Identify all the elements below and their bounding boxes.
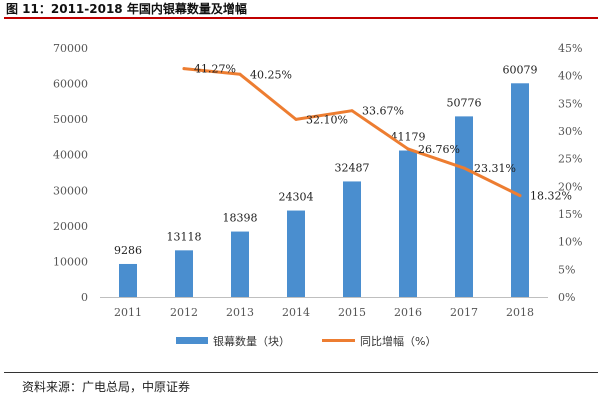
growth-value-label: 33.67% [362,105,404,118]
growth-value-label: 32.10% [306,113,348,126]
growth-value-label: 40.25% [250,68,292,81]
x-tick-label: 2017 [450,306,478,319]
source-note: 资料来源：广电总局，中原证券 [22,380,191,394]
bar [119,263,137,297]
x-tick-label: 2015 [338,306,366,319]
y-right-tick-label: 25% [558,153,582,166]
y-left-tick-label: 40000 [53,149,88,162]
growth-value-label: 23.31% [474,162,516,175]
bar [231,231,249,297]
bar-value-label: 9286 [114,244,142,257]
y-right-tick-label: 15% [558,208,582,221]
y-left-tick-label: 10000 [53,255,88,268]
y-left-tick-label: 50000 [53,113,88,126]
screen-count-chart: 0 10000 20000 30000 40000 50000 60000 70000 0% 5%… [53,42,582,348]
bar [287,210,305,297]
bar-value-label: 24304 [279,191,314,204]
x-tick-label: 2013 [226,306,254,319]
growth-value-label: 26.76% [418,143,460,156]
growth-point [518,194,522,198]
title-rule [4,17,598,19]
y-right-tick-label: 20% [558,180,582,193]
legend-bar-label: 银幕数量（块） [213,334,290,348]
growth-point [238,72,242,76]
y-right-tick-label: 45% [558,42,582,55]
y-right-tick-label: 40% [558,70,582,83]
y-left-tick-label: 60000 [53,78,88,91]
x-tick-label: 2014 [282,306,310,319]
y-right-tick-label: 0% [558,291,575,304]
growth-point [182,67,186,71]
growth-value-label: 18.32% [530,190,572,203]
bar [399,150,417,297]
legend-bar-swatch [176,337,208,344]
y-right-tick-label: 30% [558,125,582,138]
bar-value-label: 50776 [447,96,482,109]
y-left-tick-label: 30000 [53,184,88,197]
growth-point [462,166,466,170]
growth-point [406,147,410,151]
y-left-tick-label: 70000 [53,42,88,55]
y-right-tick-label: 10% [558,236,582,249]
x-tick-label: 2012 [170,306,198,319]
bar-value-label: 32487 [335,161,370,174]
y-left-tick-label: 20000 [53,220,88,233]
bar [455,116,473,298]
x-tick-label: 2018 [506,306,534,319]
source-rule [4,372,598,373]
bar-value-label: 60079 [503,63,538,76]
y-right-tick-label: 35% [558,97,582,110]
legend-line-label: 同比增幅（%） [360,334,436,348]
y-right-tick-label: 5% [558,263,575,276]
x-tick-label: 2016 [394,306,422,319]
y-left-tick-label: 0 [81,291,88,304]
bar [343,181,361,297]
figure-title: 图 11：2011-2018 年国内银幕数量及增幅 [6,2,247,16]
bar [175,250,193,297]
x-tick-label: 2011 [114,306,142,319]
bar-value-label: 41179 [391,131,426,144]
growth-point [350,109,354,113]
growth-value-label: 41.27% [194,63,236,76]
bar-value-label: 13118 [167,230,202,243]
growth-point [294,117,298,121]
bar [511,83,529,298]
bar-value-label: 18398 [223,212,258,225]
